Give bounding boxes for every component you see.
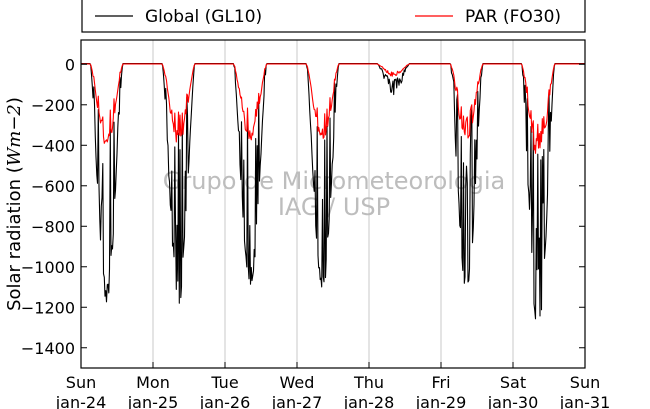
x-tick-label-day: Fri — [431, 373, 450, 392]
grid-lines — [152, 40, 514, 368]
watermark-line-2: IAG / USP — [278, 193, 390, 221]
x-tick-label-date: jan-29 — [415, 393, 467, 409]
y-tick-label: 0 — [65, 55, 75, 74]
plot-area: Grupo de Micrometeorologia IAG / USP — [80, 39, 586, 369]
x-tick-label-date: jan-27 — [271, 393, 323, 409]
x-tick-label-date: jan-26 — [199, 393, 251, 409]
watermark: Grupo de Micrometeorologia IAG / USP — [163, 167, 505, 221]
y-tick-label: −1200 — [21, 298, 75, 317]
x-tick-label-date: jan-28 — [343, 393, 395, 409]
x-tick-label-day: Sat — [500, 373, 526, 392]
y-tick-label: −1000 — [21, 258, 75, 277]
y-axis-label-text: Solar radiation ( — [4, 166, 25, 311]
x-tick-label-date: jan-31 — [559, 393, 611, 409]
x-tick-label-date: jan-24 — [55, 393, 107, 409]
y-tick-label: −800 — [31, 217, 75, 236]
y-axis: 0 −200 −400 −600 −800 −1000 −1200 −1400 — [21, 55, 585, 358]
y-tick-label: −1400 — [21, 339, 75, 358]
series-line-par — [81, 63, 585, 154]
y-tick-label: −200 — [31, 96, 75, 115]
x-tick-label-day: Tue — [210, 373, 238, 392]
legend-label-global: Global (GL10) — [145, 7, 262, 27]
legend-label-par: PAR (FO30) — [465, 7, 561, 27]
plot-frame — [80, 39, 586, 369]
x-tick-label-day: Thu — [353, 373, 384, 392]
x-tick-label-day: Wed — [280, 373, 315, 392]
x-tick-label-date: jan-30 — [487, 393, 539, 409]
legend: Global (GL10) PAR (FO30) — [81, 0, 586, 33]
y-axis-label: Solar radiation (Wm−2) — [4, 97, 25, 311]
x-tick-label-date: jan-25 — [127, 393, 179, 409]
watermark-line-1: Grupo de Micrometeorologia — [163, 167, 505, 195]
x-tick-label-day: Sun — [66, 373, 96, 392]
x-tick-label-day: Sun — [570, 373, 600, 392]
y-tick-label: −600 — [31, 177, 75, 196]
legend-frame — [81, 0, 586, 33]
y-axis-label-units: Wm−2 — [4, 104, 25, 166]
y-tick-label: −400 — [31, 136, 75, 155]
y-axis-label-close: ) — [4, 97, 25, 104]
x-axis: Sunjan-24Monjan-25Tuejan-26Wedjan-27Thuj… — [55, 362, 611, 409]
x-tick-label-day: Mon — [136, 373, 170, 392]
